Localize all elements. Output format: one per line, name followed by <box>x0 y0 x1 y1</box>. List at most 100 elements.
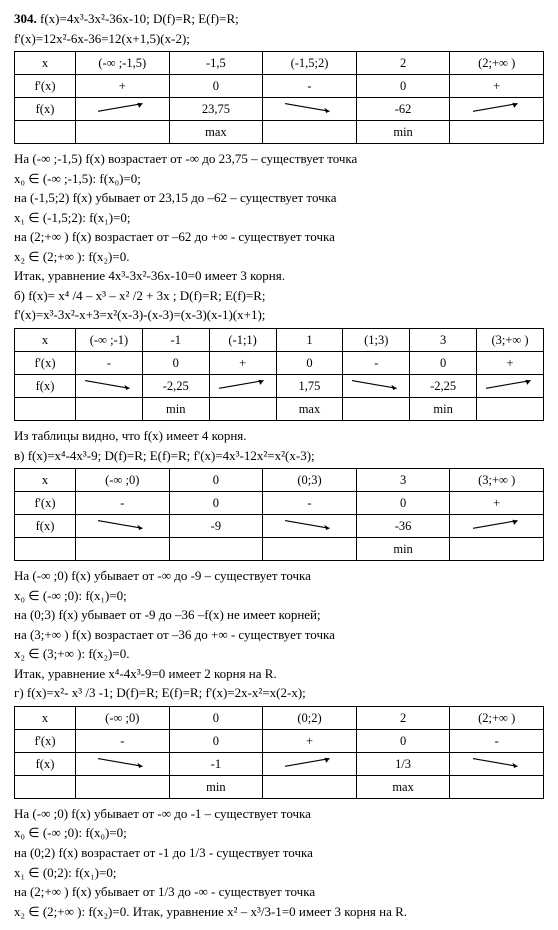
table-cell: (-∞ ;-1,5) <box>76 52 170 75</box>
table-cell <box>263 752 357 775</box>
table-cell <box>209 398 276 421</box>
text-line: x₂ ∈ (2;+∞ ): f(x₂)=0. Итак, уравнение x… <box>14 903 544 921</box>
text-line: на (2;+∞ ) f(x) убывает от 1/3 до -∞ - с… <box>14 883 544 901</box>
table-cell: x <box>15 706 76 729</box>
table-cell <box>15 775 76 798</box>
table-cell: (-∞ ;0) <box>76 706 170 729</box>
sign-table: x(-∞ ;-1)-1(-1;1)1(1;3)3(3;+∞ )f'(x)-0+0… <box>14 328 544 421</box>
table-cell: 0 <box>356 75 450 98</box>
table-cell: + <box>477 352 544 375</box>
text-line: x₁ ∈ (0;2): f(x₁)=0; <box>14 864 544 882</box>
text-line: на (-1,5;2) f(x) убывает от 23,15 до –62… <box>14 189 544 207</box>
table-cell <box>76 398 143 421</box>
table-cell <box>343 398 410 421</box>
table-cell: -1 <box>169 752 263 775</box>
table-cell: 23,75 <box>169 98 263 121</box>
arrow-down-icon <box>79 378 139 390</box>
table-cell: 0 <box>169 469 263 492</box>
table-cell: 0 <box>169 706 263 729</box>
arrow-up-icon <box>480 378 540 390</box>
table-cell: 0 <box>356 729 450 752</box>
arrow-down-icon <box>92 518 152 530</box>
table-cell: - <box>76 729 170 752</box>
text-line: Итак, уравнение x⁴-4x³-9=0 имеет 2 корня… <box>14 665 544 683</box>
table-cell: + <box>450 75 544 98</box>
table-cell: f(x) <box>15 375 76 398</box>
table-cell: f'(x) <box>15 729 76 752</box>
table-cell: max <box>356 775 450 798</box>
table-cell: + <box>209 352 276 375</box>
table-cell <box>477 398 544 421</box>
table-cell: - <box>263 492 357 515</box>
text-line: На (-∞ ;-1,5) f(x) возрастает от -∞ до 2… <box>14 150 544 168</box>
table-cell: max <box>276 398 343 421</box>
table-cell: -1 <box>142 329 209 352</box>
text-line: б) f(x)= x⁴ /4 – x³ – x² /2 + 3x ; D(f)=… <box>14 287 544 305</box>
table-cell <box>263 121 357 144</box>
table-cell: -62 <box>356 98 450 121</box>
table-cell: x <box>15 52 76 75</box>
text-line: на (2;+∞ ) f(x) возрастает от –62 до +∞ … <box>14 228 544 246</box>
table-cell: - <box>263 75 357 98</box>
table-cell: - <box>76 492 170 515</box>
table-cell: x <box>15 329 76 352</box>
table-cell <box>209 375 276 398</box>
table-cell: (2;+∞ ) <box>450 706 544 729</box>
table-cell: 3 <box>410 329 477 352</box>
arrow-up-icon <box>92 101 152 113</box>
table-cell <box>76 121 170 144</box>
table-cell: (1;3) <box>343 329 410 352</box>
table-cell: (3;+∞ ) <box>450 469 544 492</box>
arrow-down-icon <box>346 378 406 390</box>
table-cell <box>76 375 143 398</box>
arrow-down-icon <box>467 756 527 768</box>
text-line: x₂ ∈ (3;+∞ ): f(x₂)=0. <box>14 645 544 663</box>
text-line: x₂ ∈ (2;+∞ ): f(x₂)=0. <box>14 248 544 266</box>
sign-table: x(-∞ ;-1,5)-1,5(-1,5;2)2(2;+∞ )f'(x)+0-0… <box>14 51 544 144</box>
table-cell <box>15 398 76 421</box>
table-cell <box>450 98 544 121</box>
table-cell <box>450 515 544 538</box>
table-cell: 0 <box>356 492 450 515</box>
text-line: x₀ ∈ (-∞ ;0): f(x₁)=0; <box>14 587 544 605</box>
table-cell <box>450 752 544 775</box>
table-cell: x <box>15 469 76 492</box>
table-cell: f(x) <box>15 515 76 538</box>
arrow-down-icon <box>279 518 339 530</box>
table-cell: (-1;1) <box>209 329 276 352</box>
table-cell: -2,25 <box>142 375 209 398</box>
sign-table: x(-∞ ;0)0(0;3)3(3;+∞ )f'(x)-0-0+f(x)-9-3… <box>14 468 544 561</box>
table-cell: 0 <box>169 75 263 98</box>
table-cell: f(x) <box>15 752 76 775</box>
table-cell: (2;+∞ ) <box>450 52 544 75</box>
table-cell: f'(x) <box>15 352 76 375</box>
table-cell: 0 <box>169 492 263 515</box>
table-cell <box>76 515 170 538</box>
text-line: На (-∞ ;0) f(x) убывает от -∞ до -9 – су… <box>14 567 544 585</box>
sign-table: x(-∞ ;0)0(0;2)2(2;+∞ )f'(x)-0+0-f(x)-11/… <box>14 706 544 799</box>
arrow-up-icon <box>213 378 273 390</box>
table-cell: (-1,5;2) <box>263 52 357 75</box>
table-cell <box>169 538 263 561</box>
table-cell: - <box>450 729 544 752</box>
table-cell: -2,25 <box>410 375 477 398</box>
table-cell <box>263 538 357 561</box>
text-line: f'(x)=x³-3x²-x+3=x²(x-3)-(x-3)=(x-3)(x-1… <box>14 306 544 324</box>
arrow-up-icon <box>467 518 527 530</box>
table-cell <box>477 375 544 398</box>
table-cell: min <box>356 121 450 144</box>
table-cell: min <box>356 538 450 561</box>
table-cell <box>76 752 170 775</box>
text-line: x₁ ∈ (-1,5;2): f(x₁)=0; <box>14 209 544 227</box>
table-cell <box>450 538 544 561</box>
table-cell <box>450 775 544 798</box>
table-cell <box>76 538 170 561</box>
table-cell <box>450 121 544 144</box>
table-cell: (0;3) <box>263 469 357 492</box>
table-cell: - <box>343 352 410 375</box>
text-line: f'(x)=12x²-6x-36=12(x+1,5)(x-2); <box>14 30 544 48</box>
table-cell: -1,5 <box>169 52 263 75</box>
table-cell: (-∞ ;-1) <box>76 329 143 352</box>
text-line: в) f(x)=x⁴-4x³-9; D(f)=R; E(f)=R; f'(x)=… <box>14 447 544 465</box>
table-cell: 0 <box>142 352 209 375</box>
